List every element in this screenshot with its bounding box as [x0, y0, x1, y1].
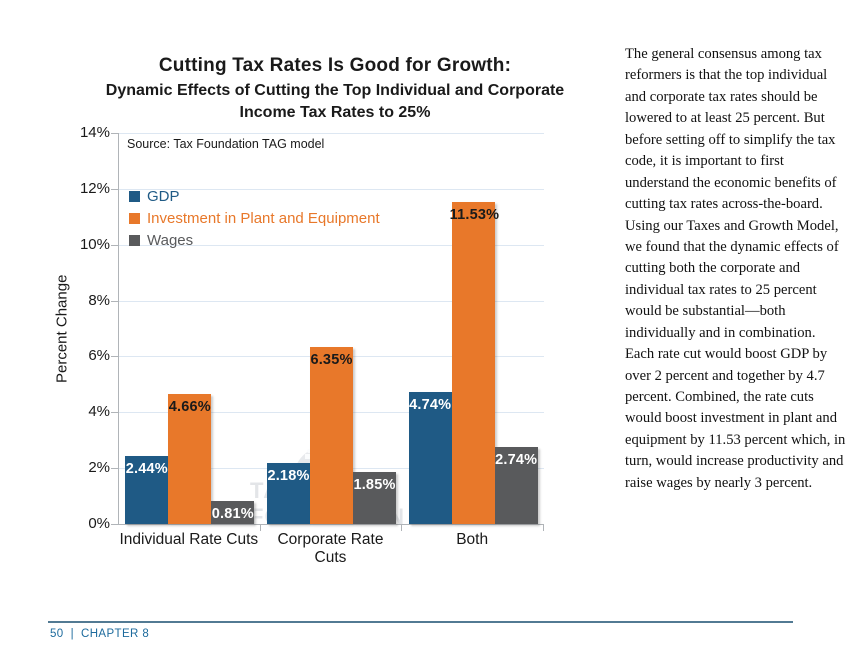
bar-investment-in-plant-and-equipment: 4.66% — [168, 393, 212, 524]
footer-chapter-label: CHAPTER 8 — [80, 628, 150, 640]
y-tick-label: 0% — [88, 515, 110, 532]
footer-divider-line — [48, 621, 793, 623]
x-category-label: Corporate Rate Cuts — [277, 531, 384, 566]
y-tick-label: 10% — [79, 235, 110, 253]
legend-label: Investment in Plant and Equipment — [147, 209, 380, 227]
gridline — [119, 133, 544, 134]
y-tick-label: 8% — [88, 291, 110, 309]
footer: 50 | CHAPTER 8 — [50, 628, 149, 640]
y-tick-label: 4% — [88, 403, 110, 421]
bar-gdp: 2.18% — [267, 463, 310, 524]
gridline — [119, 188, 544, 190]
bar-value-label: 2.74% — [495, 452, 538, 469]
x-category-label: Individual Rate Cuts — [119, 531, 259, 548]
gridline — [119, 244, 544, 246]
bar-value-label: 11.53% — [449, 206, 500, 223]
bar-gdp: 4.74% — [408, 391, 452, 524]
y-tick-mark — [111, 412, 118, 414]
legend-swatch-icon — [129, 234, 140, 246]
body-paragraph: The general consensus among tax reformer… — [625, 46, 846, 491]
footer-page-number: 50 — [50, 628, 64, 640]
bar-value-label: 6.35% — [310, 351, 353, 368]
legend-swatch-icon — [129, 190, 140, 202]
legend-item: GDP — [129, 185, 380, 207]
source-note: Source: Tax Foundation TAG model — [127, 137, 325, 151]
legend: GDP Investment in Plant and Equipment Wage… — [129, 185, 380, 251]
bar-wages: 0.81% — [211, 501, 255, 524]
chart-title: Cutting Tax Rates Is Good for Growth: — [158, 55, 512, 76]
bar-value-label: 0.81% — [211, 506, 254, 523]
y-tick-mark — [111, 188, 118, 190]
bar-value-label: 2.44% — [125, 460, 168, 477]
legend-label: GDP — [147, 187, 180, 205]
y-tick-mark — [111, 133, 118, 134]
bar-investment-in-plant-and-equipment: 11.53% — [449, 201, 500, 524]
legend-item: Investment in Plant and Equipment — [129, 207, 380, 229]
y-tick-mark — [111, 468, 118, 470]
bar-value-label: 2.18% — [267, 468, 310, 485]
legend-item: Wages — [129, 229, 380, 251]
x-tick-mark — [543, 525, 544, 531]
chart-subtitle: Dynamic Effects of Cutting the Top Indiv… — [105, 82, 565, 121]
bar-value-label: 1.85% — [353, 477, 396, 494]
x-tick-mark — [401, 525, 403, 531]
y-tick-mark — [111, 524, 118, 525]
y-tick-mark — [111, 356, 118, 358]
gridline — [119, 300, 544, 302]
bar-wages: 2.74% — [494, 447, 538, 524]
x-tick-mark — [259, 525, 261, 531]
legend-label: Wages — [147, 231, 194, 249]
bar-value-label: 4.74% — [409, 396, 452, 413]
bar-gdp: 2.44% — [125, 455, 169, 524]
y-tick-label: 12% — [79, 179, 110, 197]
bar-wages: 1.85% — [353, 472, 396, 524]
y-tick-label: 14% — [79, 124, 110, 141]
legend-swatch-icon — [129, 212, 140, 224]
y-tick-mark — [111, 300, 118, 302]
plot-area: Source: Tax Foundation TAG model GDP Inve… — [118, 133, 544, 529]
y-tick-label: 2% — [88, 459, 110, 477]
x-category-label: Both — [456, 531, 489, 548]
y-tick-label: 6% — [88, 347, 110, 365]
bar-investment-in-plant-and-equipment: 6.35% — [310, 346, 353, 524]
bar-value-label: 4.66% — [168, 398, 211, 415]
y-tick-mark — [111, 244, 118, 246]
footer-separator: | — [70, 628, 74, 640]
